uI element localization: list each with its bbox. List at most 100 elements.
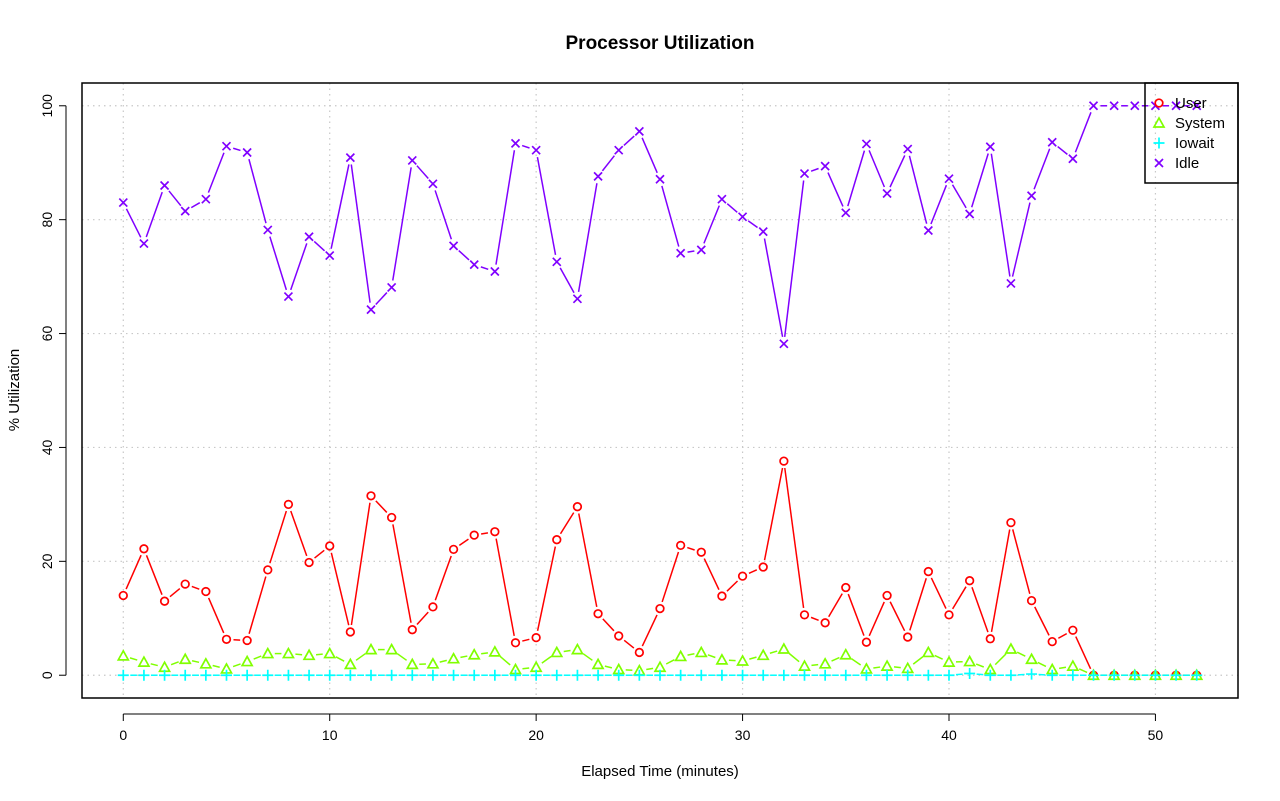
series-system-point [1025,652,1039,665]
series-idle-point [1068,154,1078,164]
series-iowait-point [1067,669,1079,681]
series-system-segment [129,657,138,661]
series-idle-point [407,155,417,166]
series-user-point [675,540,686,551]
series-system-segment [563,649,571,653]
series-user-segment [1075,636,1092,670]
series-iowait-point [179,669,191,681]
series-idle-point [283,291,294,302]
series-idle-segment [868,150,886,188]
series-idle-segment [190,202,201,209]
series-user-segment [1034,606,1050,636]
series-system-point [756,648,770,661]
series-iowait-point [386,669,398,681]
series-user-point [923,566,934,577]
series-system-segment [212,664,220,668]
series-idle-segment [577,183,598,293]
series-system-segment [646,667,654,671]
legend-item-iowait: Iowait [1153,135,1215,152]
series-idle-point [696,245,706,255]
series-user-segment [990,529,1011,633]
series-user-segment [248,576,267,634]
series-idle-segment [641,137,658,174]
series-idle-point [1026,191,1037,201]
series-idle-segment [207,152,225,193]
series-system-segment [831,656,840,662]
series-iowait-point [1170,669,1182,681]
series-system-segment [396,653,408,661]
series-iowait-point [510,669,521,681]
y-tick-label: 40 [39,439,55,455]
series-idle-segment [248,159,267,224]
series-layer [116,101,1204,681]
series-user-point [448,544,459,555]
series-user-point [841,582,851,593]
series-user-segment [748,569,758,574]
series-system-segment [749,656,757,660]
series-iowait-point [1046,669,1058,681]
series-iowait-segment [955,673,963,676]
series-user-point [510,638,521,648]
series-user-segment [434,555,452,601]
y-tick-label: 0 [39,671,55,679]
series-iowait-point [675,669,687,681]
series-idle-point [799,168,810,179]
series-user-segment [145,555,163,595]
series-user-segment [1057,632,1068,639]
x-axis-label: Elapsed Time (minutes) [581,763,739,780]
series-idle-segment [601,155,615,172]
series-system-point [880,659,894,671]
series-iowait-point [922,669,934,681]
legend-marker-system [1152,116,1166,128]
series-idle-point [593,171,603,181]
plot-border [81,82,1239,699]
series-system-point [137,655,151,667]
y-tick-label: 20 [39,553,55,569]
series-user-point [634,647,645,658]
series-user-point [1026,595,1037,606]
series-iowait-point [262,669,274,681]
series-idle-segment [908,155,928,224]
series-user-segment [495,538,515,637]
x-tick-label: 30 [735,727,751,743]
series-iowait-point [138,669,150,681]
series-iowait-point [902,669,914,681]
series-idle-point [965,209,975,219]
series-idle-segment [375,292,388,306]
legend-marker-iowait [1153,137,1165,149]
series-system-point [364,642,378,655]
series-system-point [488,645,502,657]
series-system-point [591,657,605,670]
series-user-segment [522,638,530,642]
series-idle-point [737,212,748,222]
series-user-segment [847,593,865,636]
series-iowait-point [365,669,377,681]
series-idle-point [614,145,624,155]
series-user-segment [330,552,350,626]
series-idle-segment [990,153,1011,277]
series-idle-segment [536,156,557,256]
series-system-point [963,654,977,667]
series-user-point [283,499,294,510]
series-system-point [798,659,811,671]
series-system-point [281,646,295,659]
series-idle-point [944,174,954,184]
series-user [118,456,1202,680]
series-idle-segment [313,240,326,252]
series-idle-segment [521,144,530,149]
series-idle-point [469,260,479,270]
series-iowait-point [737,669,749,681]
series-iowait-point [1005,669,1017,681]
series-system-point [839,647,853,660]
series-iowait-segment [976,673,984,676]
series-system-segment [811,663,819,667]
series-user-segment [559,512,575,535]
series-idle-segment [434,190,453,240]
legend-box [1144,82,1239,184]
series-user-segment [269,510,288,564]
series-system-point [694,645,708,658]
series-iowait-point [530,669,542,681]
y-tick-label: 60 [39,326,55,342]
series-system-point [261,646,275,659]
